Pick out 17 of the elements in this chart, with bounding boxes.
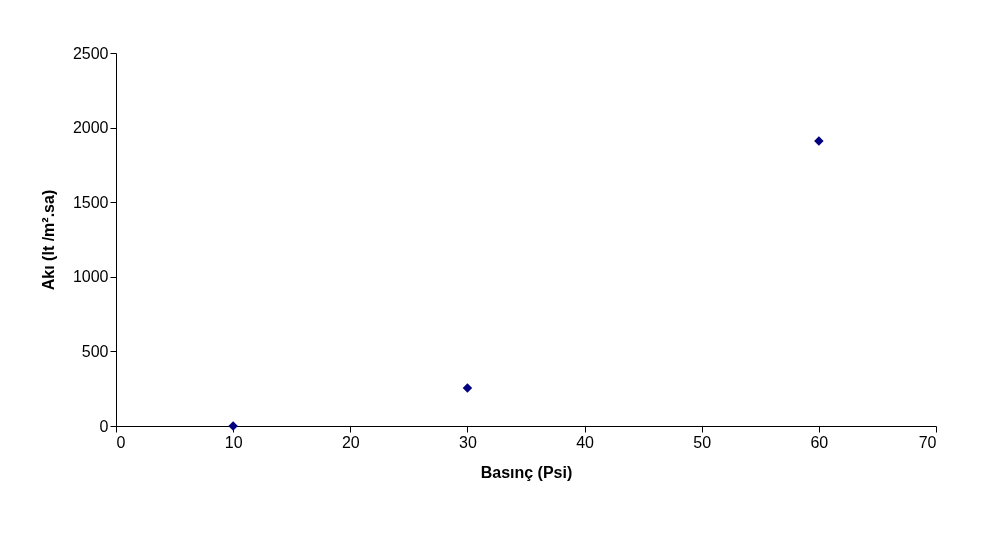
x-tick-label: 10 bbox=[224, 433, 243, 451]
y-axis-title: Akı (lt /m².sa) bbox=[39, 189, 57, 291]
y-tick-label: 1000 bbox=[72, 268, 109, 286]
y-tick-label: 2000 bbox=[72, 119, 109, 137]
x-tick-label: 50 bbox=[693, 433, 712, 451]
x-tick-label: 70 bbox=[918, 433, 937, 451]
x-tick-label: 40 bbox=[576, 433, 595, 451]
x-axis-title: Basınç (Psi) bbox=[480, 463, 573, 481]
x-tick-label: 60 bbox=[810, 433, 829, 451]
y-tick-label: 1500 bbox=[72, 193, 109, 211]
x-tick-label: 0 bbox=[116, 433, 126, 451]
y-tick-label: 2500 bbox=[72, 44, 109, 62]
y-tick-label: 0 bbox=[99, 417, 109, 435]
x-tick-label: 30 bbox=[459, 433, 477, 451]
x-tick-label: 20 bbox=[341, 433, 360, 451]
point bbox=[462, 383, 473, 393]
y-tick-label: 500 bbox=[81, 342, 109, 360]
